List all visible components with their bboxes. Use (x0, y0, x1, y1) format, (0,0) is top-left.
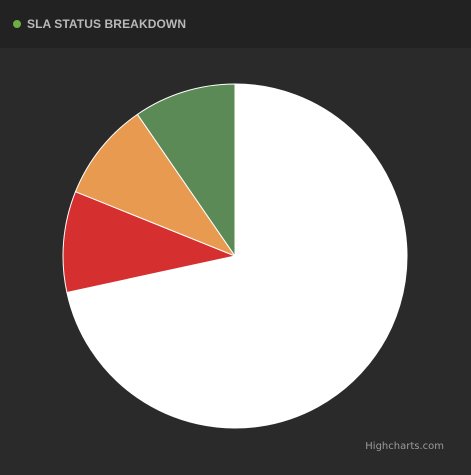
status-dot-icon (13, 20, 21, 28)
pie-chart (62, 83, 408, 429)
pie-slice-1[interactable] (66, 83, 408, 429)
panel-header: SLA STATUS BREAKDOWN (0, 0, 471, 48)
pie-slice-3[interactable] (74, 113, 236, 257)
panel-title: SLA STATUS BREAKDOWN (27, 17, 187, 31)
chart-area (0, 48, 471, 470)
highcharts-credit-link[interactable]: Highcharts.com (365, 441, 444, 452)
pie-slice-4[interactable] (136, 83, 236, 257)
pie-slice-2[interactable] (62, 191, 236, 293)
